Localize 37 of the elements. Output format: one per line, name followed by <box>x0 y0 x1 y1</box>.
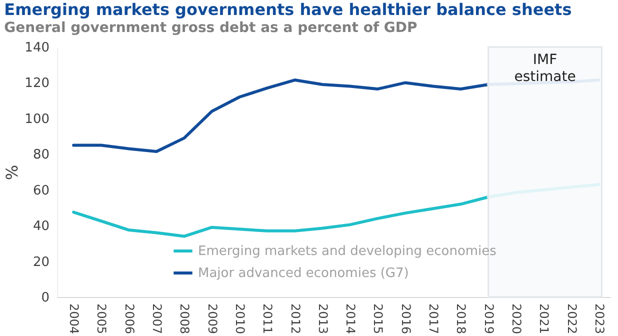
x-tick-label: 2007 <box>150 304 164 334</box>
legend-label: Major advanced economies (G7) <box>198 266 409 281</box>
chart-subtitle: General government gross debt as a percent of GDP <box>4 20 418 36</box>
x-tick-label: 2022 <box>564 304 579 334</box>
x-tick-label: 2015 <box>371 304 386 334</box>
line-series <box>72 78 490 153</box>
x-tick-label: 2023 <box>592 304 606 334</box>
y-axis-title: % <box>2 164 22 180</box>
x-tick-label: 2014 <box>344 304 358 334</box>
y-tick-label: 120 <box>24 76 50 92</box>
x-tick-label: 2010 <box>232 304 247 334</box>
y-tick-label: 40 <box>32 219 50 234</box>
y-tick-label: 140 <box>24 40 50 56</box>
y-tick-label: 100 <box>24 112 50 127</box>
line-series <box>72 196 490 238</box>
x-tick-label: 2013 <box>316 304 330 334</box>
x-tick-label: 2006 <box>122 304 136 334</box>
line-series <box>486 183 600 198</box>
x-tick-label: 2012 <box>288 304 302 334</box>
x-tick-label: 2019 <box>482 304 496 334</box>
x-tick-label: 2020 <box>509 304 524 334</box>
y-tick-label: 80 <box>32 148 50 163</box>
x-tick-label: 2008 <box>178 304 192 334</box>
chart-title: Emerging markets governments have healthier balance sheets <box>4 0 572 19</box>
legend-label: Emerging markets and developing economies <box>198 244 497 259</box>
x-tick-label: 2018 <box>454 304 468 334</box>
y-tick-label: 60 <box>32 183 50 198</box>
x-tick-label: 2004 <box>67 304 82 334</box>
x-tick-label: 2021 <box>537 304 552 334</box>
x-tick-label: 2011 <box>260 304 275 334</box>
y-tick-label: 20 <box>32 254 50 270</box>
y-tick-label: 0 <box>41 290 50 306</box>
x-tick-label: 2005 <box>94 304 109 334</box>
band-label: IMF estimate <box>514 52 576 85</box>
x-tick-label: 2017 <box>426 304 441 334</box>
x-tick-label: 2016 <box>398 304 413 334</box>
x-tick-label: 2009 <box>205 304 220 334</box>
